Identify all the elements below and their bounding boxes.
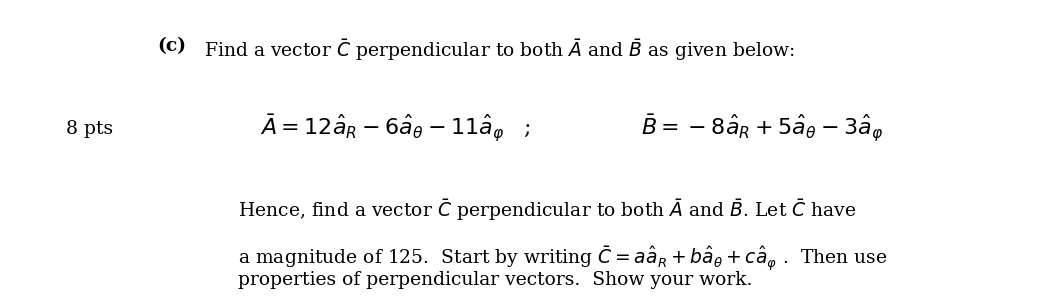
Text: $\bar{B}=-8\hat{a}_{R}+5\hat{a}_{\theta}-3\hat{a}_{\varphi}$: $\bar{B}=-8\hat{a}_{R}+5\hat{a}_{\theta}… (641, 113, 883, 144)
Text: properties of perpendicular vectors.  Show your work.: properties of perpendicular vectors. Sho… (238, 271, 753, 289)
Text: Hence, find a vector $\bar{C}$ perpendicular to both $\bar{A}$ and $\bar{B}$. Le: Hence, find a vector $\bar{C}$ perpendic… (238, 197, 858, 223)
Text: (c): (c) (157, 37, 186, 55)
Text: Find a vector $\bar{C}$ perpendicular to both $\bar{A}$ and $\bar{B}$ as given b: Find a vector $\bar{C}$ perpendicular to… (204, 37, 794, 63)
Text: a magnitude of 125.  Start by writing $\bar{C}=a\hat{a}_{R}+b\hat{a}_{\theta}+c\: a magnitude of 125. Start by writing $\b… (238, 244, 888, 273)
Text: 8 pts: 8 pts (66, 120, 112, 138)
Text: $\bar{A}=12\hat{a}_{R}-6\hat{a}_{\theta}-11\hat{a}_{\varphi}\;$  ;: $\bar{A}=12\hat{a}_{R}-6\hat{a}_{\theta}… (260, 113, 530, 144)
